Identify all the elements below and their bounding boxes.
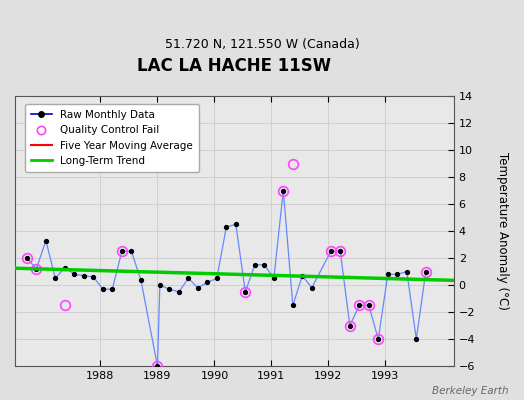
Text: 51.720 N, 121.550 W (Canada): 51.720 N, 121.550 W (Canada) [165,38,359,51]
Text: Berkeley Earth: Berkeley Earth [432,386,508,396]
Title: LAC LA HACHE 11SW: LAC LA HACHE 11SW [137,57,332,75]
Y-axis label: Temperature Anomaly (°C): Temperature Anomaly (°C) [496,152,509,310]
Legend: Raw Monthly Data, Quality Control Fail, Five Year Moving Average, Long-Term Tren: Raw Monthly Data, Quality Control Fail, … [25,104,199,172]
